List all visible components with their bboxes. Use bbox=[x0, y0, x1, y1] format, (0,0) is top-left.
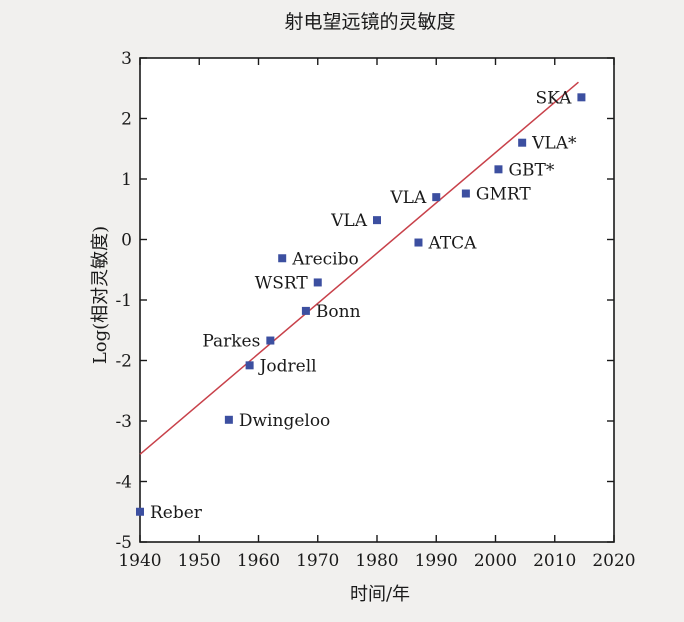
x-tick-label: 1990 bbox=[415, 551, 458, 571]
data-point bbox=[301, 306, 310, 315]
x-tick-label: 1970 bbox=[296, 551, 339, 571]
point-label: VLA bbox=[330, 211, 368, 231]
data-point bbox=[224, 415, 233, 424]
data-point bbox=[136, 507, 144, 516]
y-tick-label: -2 bbox=[115, 352, 132, 372]
point-label: Parkes bbox=[202, 332, 260, 352]
y-tick-label: -3 bbox=[115, 412, 132, 432]
y-tick-label: -5 bbox=[115, 533, 132, 553]
x-tick-label: 2010 bbox=[533, 551, 576, 571]
data-point bbox=[414, 238, 423, 247]
x-tick-label: 1980 bbox=[355, 551, 398, 571]
y-tick-label: 1 bbox=[121, 170, 132, 190]
data-point bbox=[432, 193, 441, 202]
y-axis-label: Log(相对灵敏度) bbox=[90, 226, 111, 364]
point-label: Jodrell bbox=[258, 356, 317, 376]
data-point bbox=[278, 254, 287, 263]
data-point bbox=[577, 93, 586, 102]
y-tick-label: -4 bbox=[115, 473, 132, 493]
tick-labels: 1940 1950 1960 1970 1980 1990 2000 2010 2020 3 2 1 0… bbox=[115, 49, 635, 571]
data-point bbox=[461, 189, 470, 198]
point-labels: Reber Dwingeloo Jodrell Parkes Bonn WSRT Areci… bbox=[150, 88, 577, 522]
x-tick-label: 2020 bbox=[592, 551, 635, 571]
data-point bbox=[245, 361, 254, 370]
y-tick-label: 0 bbox=[121, 231, 132, 251]
data-points bbox=[136, 93, 586, 516]
point-label: SKA bbox=[535, 88, 572, 108]
point-label: Reber bbox=[150, 503, 203, 523]
point-label: Dwingeloo bbox=[239, 411, 330, 431]
chart-title: 射电望远镜的灵敏度 bbox=[284, 11, 455, 33]
data-point bbox=[266, 336, 275, 345]
point-label: VLA bbox=[389, 188, 427, 208]
point-label: ATCA bbox=[427, 234, 477, 254]
point-label: Bonn bbox=[316, 302, 361, 322]
trend-line bbox=[139, 81, 579, 455]
x-tick-label: 1950 bbox=[178, 551, 221, 571]
x-axis-label: 时间/年 bbox=[350, 584, 410, 605]
y-tick-label: 3 bbox=[121, 49, 132, 69]
data-point bbox=[494, 165, 503, 174]
point-label: WSRT bbox=[255, 273, 309, 293]
point-label: VLA* bbox=[531, 134, 577, 154]
y-tick-label: -1 bbox=[115, 291, 132, 311]
data-point bbox=[313, 278, 322, 287]
x-tick-label: 2000 bbox=[474, 551, 517, 571]
x-tick-label: 1960 bbox=[237, 551, 280, 571]
point-label: Arecibo bbox=[291, 249, 359, 269]
data-point bbox=[373, 216, 381, 225]
plot-frame bbox=[139, 57, 615, 543]
axis-ticks bbox=[139, 57, 615, 543]
data-point bbox=[518, 138, 527, 147]
y-tick-label: 2 bbox=[121, 110, 132, 130]
point-label: GMRT bbox=[476, 185, 531, 205]
x-tick-label: 1940 bbox=[118, 551, 161, 571]
point-label: GBT* bbox=[508, 160, 554, 180]
